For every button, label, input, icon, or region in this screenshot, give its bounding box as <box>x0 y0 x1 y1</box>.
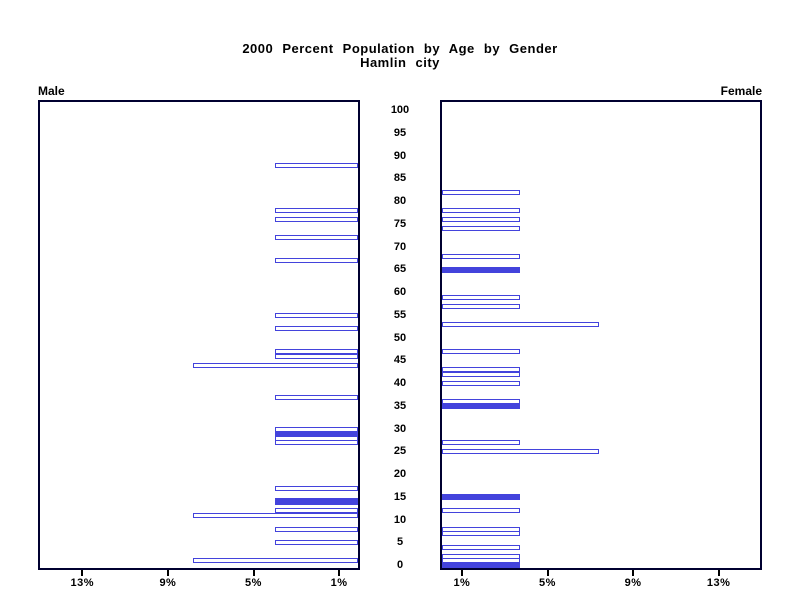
male-bar-age-17 <box>275 485 358 491</box>
female-bar-age-43 <box>442 367 520 373</box>
right-pct-tick-label-1: 1% <box>453 577 471 589</box>
male-bar-age-55 <box>275 312 358 318</box>
female-bar-age-59 <box>442 294 520 300</box>
age-tick-label-60: 60 <box>393 286 407 298</box>
female-bar-age-4 <box>442 544 520 550</box>
left-pct-tick-13 <box>81 570 84 576</box>
age-tick-label-90: 90 <box>393 149 407 162</box>
age-tick-label-35: 35 <box>393 399 407 412</box>
right-pct-tick-13 <box>717 570 720 576</box>
female-bar-age-82 <box>442 189 520 195</box>
female-bar-age-12 <box>442 508 520 514</box>
age-tick-label-0: 0 <box>396 559 404 571</box>
female-bar-age-8 <box>442 526 520 532</box>
male-bar-age-78 <box>275 208 358 214</box>
female-bar-age-78 <box>442 208 520 214</box>
female-bar-age-15 <box>442 494 520 501</box>
age-tick-label-40: 40 <box>393 377 407 389</box>
male-bar-age-67 <box>275 258 358 264</box>
female-bar-age-7 <box>442 531 520 537</box>
age-tick-label-10: 10 <box>393 513 407 526</box>
age-tick-label-70: 70 <box>393 240 407 253</box>
age-tick-label-55: 55 <box>393 308 407 321</box>
age-tick-label-25: 25 <box>393 445 407 458</box>
male-bar-age-88 <box>275 162 358 168</box>
left-pct-tick-label-9: 9% <box>159 577 177 589</box>
female-bar-age-74 <box>442 226 520 232</box>
left-pct-tick-9 <box>166 570 169 576</box>
female-bar-age-76 <box>442 217 520 223</box>
male-bar-age-8 <box>275 526 358 532</box>
male-bar-age-47 <box>275 349 358 355</box>
left-pct-tick-1 <box>338 570 341 576</box>
chart-title: 2000 Percent Population by Age by Gender <box>242 41 558 56</box>
age-tick-label-100: 100 <box>390 104 410 116</box>
female-bar-age-40 <box>442 381 520 386</box>
male-bar-age-46 <box>275 353 358 359</box>
left-pct-tick-5 <box>252 570 255 576</box>
male-bar-age-1 <box>193 558 358 564</box>
male-bar-age-14 <box>275 498 358 506</box>
male-bar-age-27 <box>275 440 358 446</box>
male-bar-age-29 <box>275 430 358 437</box>
age-tick-label-50: 50 <box>393 331 407 344</box>
female-bar-age-27 <box>442 440 520 446</box>
age-axis: 100 95 90 85 80 75 70 65 60 55 50 45 40 35 30 25 20 15 10 5… <box>360 0 440 600</box>
age-tick-label-75: 75 <box>393 217 407 230</box>
female-bar-age-42 <box>442 371 520 377</box>
age-tick-label-45: 45 <box>393 354 407 367</box>
female-bar-age-2 <box>442 553 520 559</box>
right-pct-tick-label-13: 13% <box>706 577 731 589</box>
female-bar-age-25 <box>442 449 599 455</box>
right-pct-tick-label-9: 9% <box>624 577 642 589</box>
age-tick-label-65: 65 <box>393 263 407 276</box>
age-tick-label-95: 95 <box>393 126 407 139</box>
chart-subtitle: Hamlin city <box>360 55 440 70</box>
right-pct-tick-9 <box>632 570 635 576</box>
male-bar-age-5 <box>275 540 358 546</box>
female-bar-age-53 <box>442 321 599 327</box>
age-tick-label-30: 30 <box>393 422 407 435</box>
male-axis-label: Male <box>38 84 65 98</box>
left-pct-tick-label-1: 1% <box>330 577 348 589</box>
female-bar-age-47 <box>442 349 520 355</box>
male-bar-age-12 <box>275 508 358 514</box>
male-bar-age-52 <box>275 326 358 332</box>
right-pct-tick-5 <box>546 570 549 576</box>
left-pct-tick-label-13: 13% <box>70 577 95 589</box>
age-tick-label-80: 80 <box>393 195 407 207</box>
female-axis-label: Female <box>720 84 762 98</box>
right-pct-tick-label-5: 5% <box>539 577 556 589</box>
male-bar-age-72 <box>275 235 358 241</box>
female-bar-age-57 <box>442 303 520 309</box>
female-bar-age-68 <box>442 253 520 259</box>
age-tick-label-5: 5 <box>396 536 404 549</box>
age-tick-label-85: 85 <box>393 172 407 185</box>
male-bar-age-76 <box>275 217 358 223</box>
male-plot-panel <box>38 100 360 570</box>
male-bar-age-37 <box>275 394 358 400</box>
female-bar-age-65 <box>442 266 520 273</box>
male-bar-age-44 <box>193 362 358 368</box>
left-pct-tick-label-5: 5% <box>245 577 262 589</box>
male-bar-age-28 <box>275 435 358 441</box>
age-tick-label-15: 15 <box>393 490 407 503</box>
female-bar-age-35 <box>442 403 520 410</box>
female-plot-panel <box>440 100 762 570</box>
female-bar-age-0 <box>442 562 520 568</box>
male-bar-age-11 <box>193 512 358 518</box>
age-tick-label-20: 20 <box>393 468 407 480</box>
right-pct-tick-1 <box>460 570 463 576</box>
